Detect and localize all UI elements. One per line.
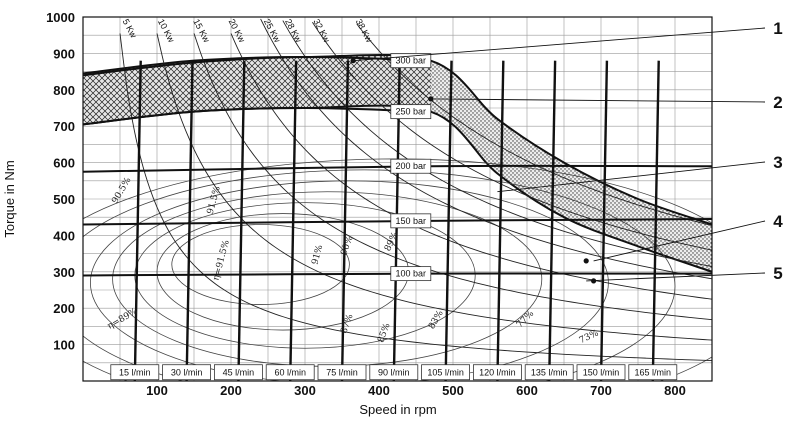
flow-label: 105 l/min [427, 368, 464, 378]
y-axis-title: Torque in Nm [2, 160, 17, 237]
operating-point [583, 258, 589, 264]
pressure-label: 300 bar [396, 56, 427, 66]
flow-label: 60 l/min [274, 368, 306, 378]
power-curve [312, 21, 712, 251]
pressure-line [83, 106, 431, 126]
x-tick-label: 200 [220, 383, 242, 398]
flow-line [185, 60, 194, 381]
flow-label-box [369, 364, 419, 381]
flow-label-box [421, 364, 471, 381]
power-curve [260, 18, 712, 280]
flow-label: 90 l/min [378, 368, 410, 378]
pressure-label-box [390, 266, 432, 282]
y-tick-label: 500 [53, 192, 75, 207]
axes: 100 200 300 400 500 600 700 800 100 200 300 400 500 6… [46, 10, 713, 398]
pressure-label: 150 bar [396, 216, 427, 226]
efficiency-contour [83, 169, 676, 381]
pressure-label-box [390, 158, 432, 174]
x-tick-label: 400 [368, 383, 390, 398]
y-tick-label: 100 [53, 338, 75, 353]
callout-leader [430, 98, 766, 103]
callout-number: 2 [773, 93, 782, 112]
flow-line [133, 60, 142, 381]
power-curve [230, 33, 712, 300]
curve-labels: η=89%90.5% 91.5%η=91.5% 91% 90% 89%87% 85%83%… [106, 17, 678, 381]
pressure-label-box [390, 104, 432, 120]
max-torque-band [83, 53, 712, 273]
pressure-label: 200 bar [396, 161, 427, 171]
x-axis-title: Speed in rpm [359, 402, 436, 417]
flow-label: 15 l/min [119, 368, 151, 378]
callout-leader [353, 27, 766, 62]
callout-leader [593, 220, 766, 262]
x-tick-label: 700 [590, 383, 612, 398]
flow-line [237, 60, 246, 381]
callout-number: 3 [773, 153, 782, 172]
power-curves [119, 18, 712, 362]
power-curve [119, 33, 712, 362]
band-dotted [349, 54, 712, 272]
y-tick-label: 300 [53, 265, 75, 280]
flow-line [289, 60, 298, 381]
band-upper-edge [83, 53, 712, 226]
flow-label: 150 l/min [583, 368, 620, 378]
flow-label-box [317, 364, 367, 381]
flow-label-box [472, 364, 522, 381]
flow-label-box [265, 364, 315, 381]
y-tick-label: 900 [53, 46, 75, 61]
pressure-label: 250 bar [396, 107, 427, 117]
efficiency-contour [171, 224, 350, 305]
y-tick-label: 700 [53, 119, 75, 134]
pressure-label-box [390, 213, 432, 229]
flow-label: 165 l/min [635, 368, 672, 378]
power-curve [282, 20, 712, 267]
flow-label-box [628, 364, 678, 381]
plot-frame [82, 16, 713, 382]
flow-label: 30 l/min [171, 368, 203, 378]
callout-leader [497, 161, 766, 193]
callout-leader [586, 272, 766, 282]
x-tick-label: 600 [516, 383, 538, 398]
flow-label-box [576, 364, 626, 381]
power-curve [193, 33, 712, 321]
power-curve [156, 33, 712, 341]
y-tick-label: 1000 [46, 10, 75, 25]
flow-label-box [110, 364, 160, 381]
flow-label: 120 l/min [479, 368, 516, 378]
y-tick-label: 800 [53, 83, 75, 98]
x-tick-label: 500 [442, 383, 464, 398]
x-tick-label: 100 [146, 383, 168, 398]
band-crosshatch [83, 54, 431, 125]
flow-label: 135 l/min [531, 368, 568, 378]
callout-number: 1 [773, 19, 782, 38]
x-tick-label: 800 [664, 383, 686, 398]
pressure-label: 100 bar [396, 269, 427, 279]
x-tick-label: 300 [294, 383, 316, 398]
y-tick-label: 200 [53, 301, 75, 316]
callout-number: 4 [773, 212, 783, 231]
flow-label: 75 l/min [326, 368, 358, 378]
flow-label-box [524, 364, 574, 381]
flow-line [651, 60, 660, 381]
callout-number: 5 [773, 264, 782, 283]
callouts: 1 2 3 4 5 [353, 19, 783, 283]
flow-line [599, 60, 609, 381]
y-tick-label: 400 [53, 228, 75, 243]
flow-label-box [213, 364, 263, 381]
y-tick-label: 600 [53, 156, 75, 171]
flow-label: 45 l/min [223, 368, 255, 378]
power-curve [356, 23, 712, 227]
flow-label-box [162, 364, 212, 381]
